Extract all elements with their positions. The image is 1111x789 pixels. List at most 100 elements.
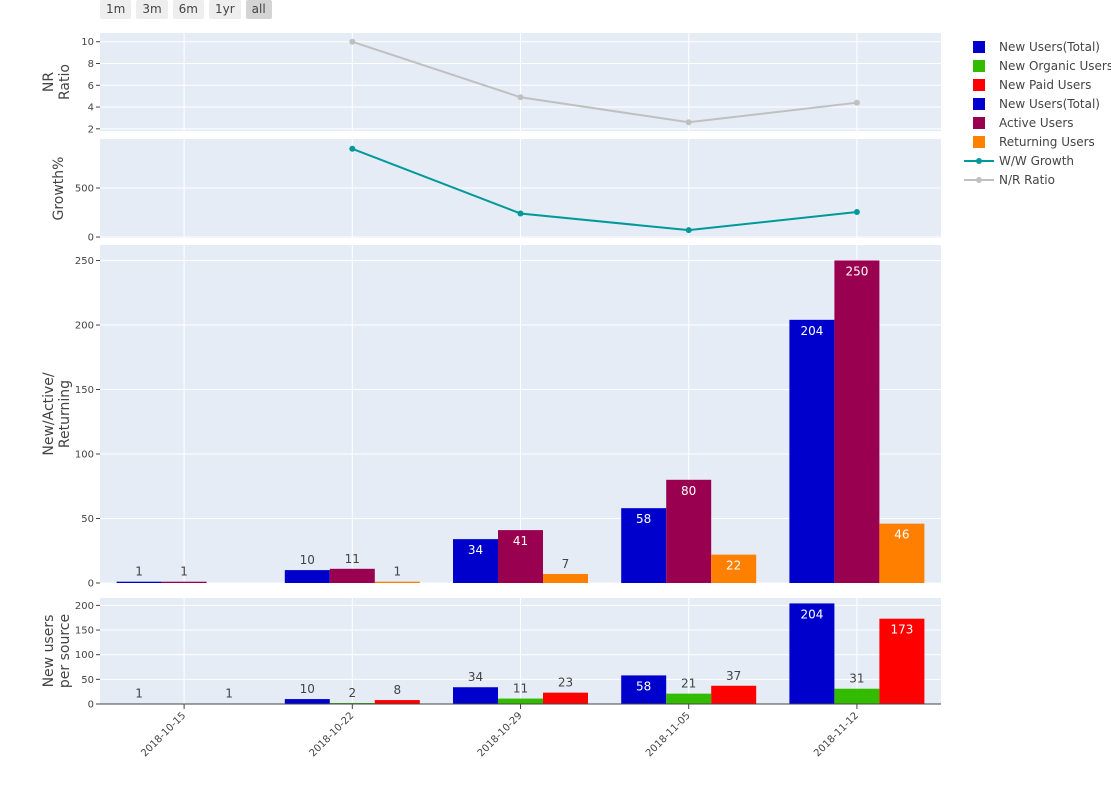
- bar-data-label: 34: [468, 670, 483, 684]
- bar: [621, 675, 667, 704]
- bar: [879, 523, 925, 583]
- x-tick-label: 2018-11-12: [812, 710, 861, 759]
- bar: [711, 554, 757, 583]
- bar-data-label: 1: [393, 565, 401, 579]
- range-button-1m[interactable]: 1m: [100, 0, 132, 19]
- bar-data-label: 1: [180, 565, 188, 579]
- bar: [711, 685, 757, 704]
- bar-data-label: 8: [393, 683, 401, 697]
- bar-data-label: 80: [681, 484, 696, 498]
- legend-marker: [976, 177, 982, 183]
- y-tick-label: 6: [88, 81, 94, 92]
- bar: [789, 603, 835, 704]
- y-tick-label: 100: [75, 449, 94, 460]
- legend-label: New Paid Users: [999, 78, 1091, 92]
- bar: [453, 687, 498, 704]
- legend-swatch: [973, 117, 985, 129]
- y-tick-label: 250: [75, 256, 94, 267]
- legend: New Users(Total) New Organic Users New Pai…: [964, 40, 1111, 187]
- legend-label: N/R Ratio: [999, 173, 1055, 187]
- panel-new_active_returning: 0 50 100 150 200 250 New/Active/Returning 1 10 34…: [41, 245, 941, 590]
- panel-nr_ratio: 2 4 6 8 10 NR Ratio: [41, 33, 941, 135]
- x-tick-label: 2018-11-05: [644, 710, 693, 759]
- legend-swatch: [973, 136, 985, 148]
- bar-data-label: 1: [135, 687, 143, 701]
- legend-label: New Organic Users: [999, 59, 1111, 73]
- bar: [161, 581, 207, 583]
- legend-swatch: [973, 98, 985, 110]
- bar-data-label: 21: [681, 677, 696, 691]
- y-axis-title: New users: [41, 615, 57, 688]
- bar: [329, 568, 375, 583]
- panel-new_per_source: 0 50 100 150 200 New users per source 1 10 34 58 20…: [41, 598, 941, 711]
- y-tick-label: 0: [88, 579, 94, 590]
- range-button-3m[interactable]: 3m: [136, 0, 168, 19]
- y-axis-title: Ratio: [57, 64, 73, 100]
- y-axis-title: Growth%: [51, 157, 67, 221]
- bar-data-label: 11: [513, 682, 528, 696]
- y-axis-title: New/Active/: [41, 372, 57, 456]
- legend-marker: [976, 158, 982, 164]
- bar-data-label: 1: [135, 565, 143, 579]
- bar: [621, 508, 667, 583]
- series-point: [853, 209, 860, 216]
- bar-data-label: 22: [726, 559, 741, 573]
- range-button-1yr[interactable]: 1yr: [208, 0, 241, 19]
- y-tick-label: 4: [88, 103, 94, 114]
- bar: [453, 539, 498, 583]
- y-axis-title: per source: [57, 614, 73, 688]
- legend-label: New Users(Total): [999, 97, 1100, 111]
- bar: [879, 618, 925, 704]
- bar-data-label: 37: [726, 669, 741, 683]
- series-line: [351, 147, 858, 232]
- series-point: [349, 145, 356, 152]
- legend-swatch: [973, 79, 985, 91]
- bar-data-label: 204: [800, 324, 823, 338]
- bar: [284, 699, 330, 704]
- series-point: [349, 38, 356, 45]
- bar-data-label: 11: [345, 552, 360, 566]
- series-point: [685, 119, 692, 126]
- legend-label: Active Users: [999, 116, 1074, 130]
- bar-data-label: 1: [225, 687, 233, 701]
- bar-data-label: 250: [845, 264, 868, 278]
- bar: [116, 581, 162, 583]
- bar-data-label: 10: [300, 553, 315, 567]
- legend-swatch: [973, 60, 985, 72]
- bar: [834, 688, 880, 704]
- bar: [498, 530, 543, 583]
- y-tick-label: 150: [75, 626, 94, 637]
- bar-data-label: 31: [849, 672, 864, 686]
- bar: [498, 698, 543, 704]
- y-tick-label: 8: [88, 59, 94, 70]
- series-point: [853, 99, 860, 106]
- y-tick-label: 100: [75, 650, 94, 661]
- bar-data-label: 58: [636, 679, 651, 693]
- y-tick-label: 50: [81, 675, 94, 686]
- y-tick-label: 0: [88, 700, 94, 711]
- bar-data-label: 2: [348, 686, 356, 700]
- series-point: [685, 227, 692, 234]
- legend-swatch: [973, 41, 985, 53]
- legend-label: Returning Users: [999, 135, 1095, 149]
- bar: [374, 581, 420, 583]
- bar-data-label: 204: [800, 607, 823, 621]
- legend-label: W/W Growth: [999, 154, 1074, 168]
- y-tick-label: 10: [81, 37, 94, 48]
- range-selector: 1m 3m 6m 1yr all: [100, 0, 272, 19]
- bar: [543, 573, 588, 583]
- x-tick-label: 2018-10-29: [476, 710, 525, 759]
- bar: [374, 700, 420, 704]
- bar-data-label: 46: [894, 528, 909, 542]
- bar: [834, 260, 880, 583]
- x-tick-label: 2018-10-15: [139, 710, 188, 759]
- bar: [666, 693, 712, 704]
- y-tick-label: 2: [88, 124, 94, 135]
- series-point: [517, 94, 524, 101]
- bar-data-label: 23: [558, 676, 573, 690]
- legend-label: New Users(Total): [999, 40, 1100, 54]
- range-button-6m[interactable]: 6m: [172, 0, 204, 19]
- y-tick-label: 50: [81, 514, 94, 525]
- range-button-all[interactable]: all: [245, 0, 272, 19]
